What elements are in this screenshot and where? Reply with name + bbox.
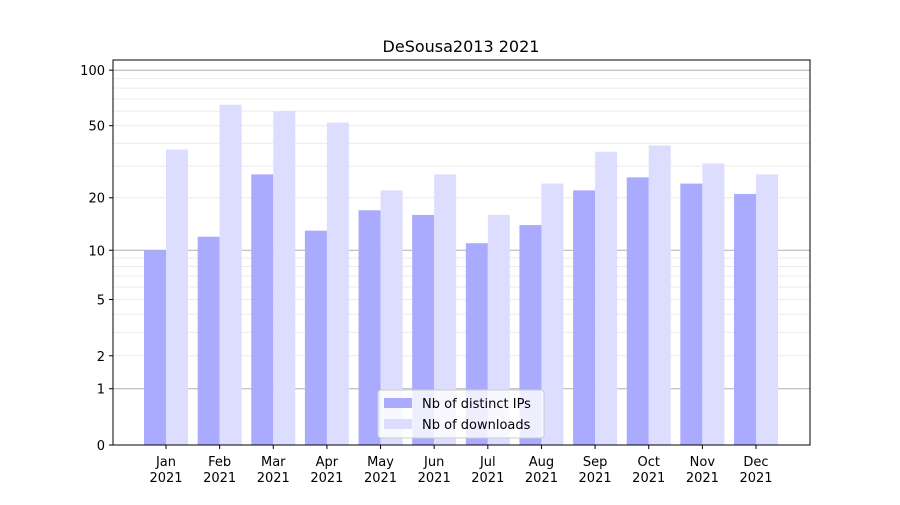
bar-distinct-ips [197,236,220,445]
x-tick-label-line: May [367,455,394,470]
bar-distinct-ips [304,230,327,445]
y-tick-label: 5 [97,293,105,308]
x-tick-label-line: Jun [423,455,444,470]
y-tick-label: 2 [97,350,105,365]
x-tick-label: Oct 2021 [632,455,665,486]
bar-downloads [595,151,618,445]
x-tick-label-line: 2021 [632,471,665,486]
x-tick-label: Apr 2021 [310,455,343,486]
y-tick-label: 50 [88,120,105,135]
x-tick-label: Mar 2021 [257,455,290,486]
x-tick-label-line: 2021 [686,471,719,486]
bar-downloads [702,163,725,445]
x-tick-label-line: Nov [690,455,716,470]
x-tick-label: Sep 2021 [579,455,612,486]
x-tick-label-line: 2021 [418,471,451,486]
bar-downloads [380,190,403,445]
legend: Nb of distinct IPs Nb of downloads [377,389,545,439]
x-tick-label-line: 2021 [739,471,772,486]
x-tick-label: Nov 2021 [686,455,719,486]
bar-downloads [756,174,778,445]
x-tick-label: May 2021 [364,455,397,486]
legend-swatch-ips [384,398,412,408]
x-tick-label-line: 2021 [525,471,558,486]
x-tick-label-line: 2021 [579,471,612,486]
x-tick-label: Feb 2021 [203,455,236,486]
bar-downloads [219,104,242,445]
bar-downloads [434,174,457,445]
bar-downloads [326,122,349,445]
x-tick-label-line: Oct [637,455,659,470]
x-tick-label-line: Aug [529,455,554,470]
x-tick-label: Jul 2021 [471,455,504,486]
bar-distinct-ips [734,193,756,445]
bar-distinct-ips [573,190,596,445]
x-tick-label-line: 2021 [310,471,343,486]
bar-downloads [273,111,296,446]
bar-distinct-ips [680,183,703,446]
bar-downloads [541,183,564,446]
bar-distinct-ips [358,210,381,445]
bar-downloads [648,145,671,445]
x-tick-label-line: Jul [479,455,496,470]
x-tick-label-line: Apr [316,455,339,470]
x-tick-label: Dec 2021 [739,455,772,486]
x-tick-label-line: Feb [208,455,231,470]
x-tick-label-line: Jan [155,455,176,470]
bar-distinct-ips [251,174,274,445]
x-tick-label: Jun 2021 [418,455,451,486]
x-tick-label-line: 2021 [471,471,504,486]
legend-box [377,389,545,439]
y-tick-label: 0 [97,439,105,454]
bar-distinct-ips [144,250,166,445]
y-tick-label: 10 [88,244,105,259]
plot-frame [112,59,811,446]
bar-distinct-ips [626,177,649,446]
legend-swatch-downloads [384,419,412,429]
x-tick-label: Aug 2021 [525,455,558,486]
x-tick-label-line: 2021 [364,471,397,486]
y-tick-label: 20 [88,192,105,207]
y-tick-label: 100 [80,64,105,79]
x-tick-label-line: Dec [743,455,768,470]
x-tick-label: Jan 2021 [149,455,182,486]
legend-label-ips: Nb of distinct IPs [422,397,531,412]
y-tick-label: 1 [97,383,105,398]
x-tick-label-line: Mar [261,455,286,470]
x-tick-label-line: Sep [583,455,608,470]
bar-downloads [166,149,188,445]
legend-label-downloads: Nb of downloads [422,418,531,433]
x-tick-label-line: 2021 [149,471,182,486]
chart-title: DeSousa2013 2021 [383,37,540,56]
bar-distinct-ips [412,214,435,445]
x-tick-label-line: 2021 [257,471,290,486]
bar-downloads [487,214,510,445]
x-tick-label-line: 2021 [203,471,236,486]
